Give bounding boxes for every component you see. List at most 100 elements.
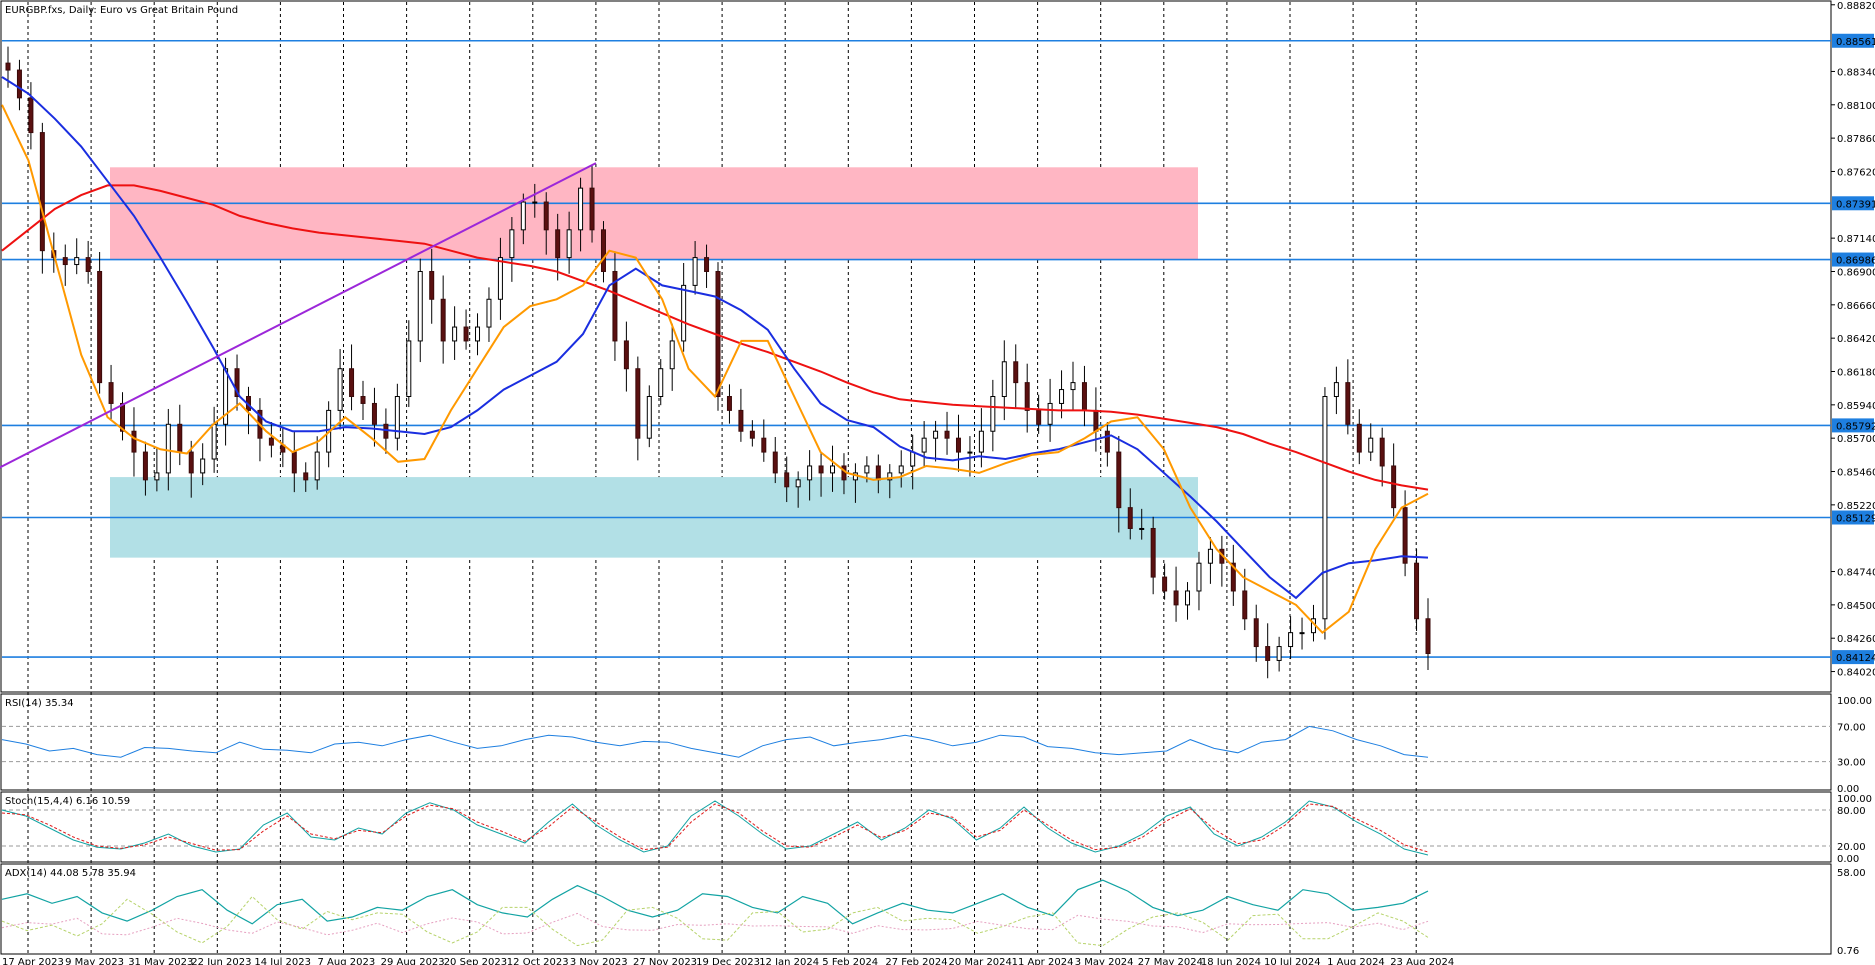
y-tick-label: 0.87140 bbox=[1837, 234, 1875, 245]
candle-body bbox=[933, 430, 939, 439]
candle-body bbox=[1173, 590, 1179, 606]
y-tick-label: 0.85940 bbox=[1837, 401, 1875, 412]
x-tick-label: 10 Jul 2024 bbox=[1264, 957, 1321, 965]
candle-body bbox=[1391, 465, 1397, 509]
y-tick-label: 0.86420 bbox=[1837, 334, 1875, 345]
candle-body bbox=[165, 423, 171, 474]
candle-body bbox=[830, 465, 836, 474]
candle-body bbox=[360, 396, 366, 404]
candle-body bbox=[1322, 396, 1328, 620]
candle-body bbox=[85, 257, 91, 272]
candle-body bbox=[784, 472, 790, 488]
candle-body bbox=[807, 465, 813, 481]
candle-body bbox=[349, 368, 355, 398]
candle-body bbox=[5, 62, 11, 71]
adx-pane[interactable] bbox=[0, 863, 1832, 955]
candle-body bbox=[1333, 382, 1339, 398]
x-tick-label: 27 Feb 2024 bbox=[885, 957, 947, 965]
candle-body bbox=[1150, 527, 1156, 578]
level-label: 0.88561 bbox=[1836, 37, 1875, 48]
x-tick-label: 27 May 2024 bbox=[1138, 957, 1203, 965]
candle-body bbox=[921, 437, 927, 453]
level-tag bbox=[1832, 196, 1874, 211]
rsi-label: RSI(14) 35.34 bbox=[5, 698, 74, 709]
y-tick-label: 0.88820 bbox=[1837, 1, 1875, 12]
candle-body bbox=[589, 187, 595, 231]
candle-body bbox=[1162, 576, 1168, 592]
candle-body bbox=[371, 402, 377, 425]
adx-tick-label: 0.76 bbox=[1837, 946, 1859, 957]
stoch-pane[interactable] bbox=[0, 791, 1832, 863]
x-tick-label: 17 Apr 2023 bbox=[2, 957, 64, 965]
candle-body bbox=[291, 451, 297, 474]
candle-body bbox=[1265, 646, 1271, 661]
candle-body bbox=[1185, 590, 1191, 606]
x-tick-label: 12 Oct 2023 bbox=[507, 957, 569, 965]
candle-body bbox=[944, 430, 950, 439]
horizontal-levels[interactable]: 0.88561 0.87391 0.86986 0.85792 0.85129 0.841… bbox=[2, 33, 1875, 665]
rsi-tick-label: 0.00 bbox=[1837, 784, 1859, 795]
candle-body bbox=[910, 451, 916, 467]
y-tick-label: 0.87620 bbox=[1837, 167, 1875, 178]
candle-body bbox=[612, 270, 618, 342]
ma-line bbox=[1, 184, 1429, 491]
candle-body bbox=[623, 340, 629, 370]
candle-body bbox=[566, 229, 572, 259]
candles bbox=[5, 46, 1431, 679]
rsi-tick-label: 30.00 bbox=[1837, 758, 1866, 769]
x-tick-label: 3 May 2024 bbox=[1075, 957, 1134, 965]
y-tick-label: 0.84500 bbox=[1837, 601, 1875, 612]
x-tick-label: 22 Jun 2023 bbox=[191, 957, 251, 965]
candle-body bbox=[1414, 562, 1420, 620]
y-tick-label: 0.86660 bbox=[1837, 301, 1875, 312]
candle-body bbox=[772, 451, 778, 474]
x-tick-label: 20 Sep 2023 bbox=[444, 957, 507, 965]
x-tick-label: 9 May 2023 bbox=[65, 957, 124, 965]
rsi-tick-label: 70.00 bbox=[1837, 722, 1866, 733]
level-tag bbox=[1832, 510, 1874, 525]
adx-label: ADX(14) 44.08 5.78 35.94 bbox=[5, 868, 136, 879]
candle-body bbox=[1379, 437, 1385, 467]
stoch-tick-label: 20.00 bbox=[1837, 842, 1866, 853]
y-tick-label: 0.88100 bbox=[1837, 101, 1875, 112]
x-tick-label: 20 Mar 2024 bbox=[949, 957, 1012, 965]
candle-body bbox=[1425, 618, 1431, 654]
x-tick-label: 3 Nov 2023 bbox=[570, 957, 628, 965]
candle-body bbox=[1070, 382, 1076, 391]
candle-body bbox=[887, 472, 893, 481]
candle-body bbox=[761, 437, 767, 453]
ma-line bbox=[1, 104, 1429, 635]
candle-body bbox=[532, 201, 538, 204]
candle-body bbox=[1116, 451, 1122, 509]
plus-di-line bbox=[1, 895, 1429, 947]
stoch-signal-line bbox=[1, 803, 1429, 853]
rsi-pane[interactable] bbox=[0, 693, 1832, 791]
adx-tick-label: 58.00 bbox=[1837, 868, 1866, 879]
candle-body bbox=[704, 257, 710, 272]
stoch-main-line bbox=[1, 800, 1429, 856]
candle-body bbox=[509, 229, 515, 259]
y-tick-label: 0.86180 bbox=[1837, 368, 1875, 379]
moving-averages bbox=[1, 76, 1429, 635]
main-pane[interactable] bbox=[0, 0, 1832, 693]
candle-body bbox=[452, 326, 458, 342]
y-tick-label: 0.88340 bbox=[1837, 67, 1875, 78]
x-tick-label: 7 Aug 2023 bbox=[318, 957, 376, 965]
candle-body bbox=[1081, 382, 1087, 411]
candle-body bbox=[314, 451, 320, 481]
adx-line bbox=[1, 879, 1429, 925]
trendline-group[interactable] bbox=[0, 162, 597, 471]
level-label: 0.85129 bbox=[1836, 513, 1875, 524]
x-tick-label: 23 Aug 2024 bbox=[1390, 957, 1454, 965]
candle-body bbox=[967, 451, 973, 454]
candle-body bbox=[749, 430, 755, 439]
level-label: 0.85792 bbox=[1836, 421, 1875, 432]
candle-body bbox=[394, 396, 400, 439]
trendline bbox=[0, 162, 597, 469]
candle-body bbox=[635, 368, 641, 439]
y-tick-label: 0.85220 bbox=[1837, 501, 1875, 512]
stoch-tick-label: 0.00 bbox=[1837, 854, 1859, 865]
candle-body bbox=[658, 368, 664, 398]
